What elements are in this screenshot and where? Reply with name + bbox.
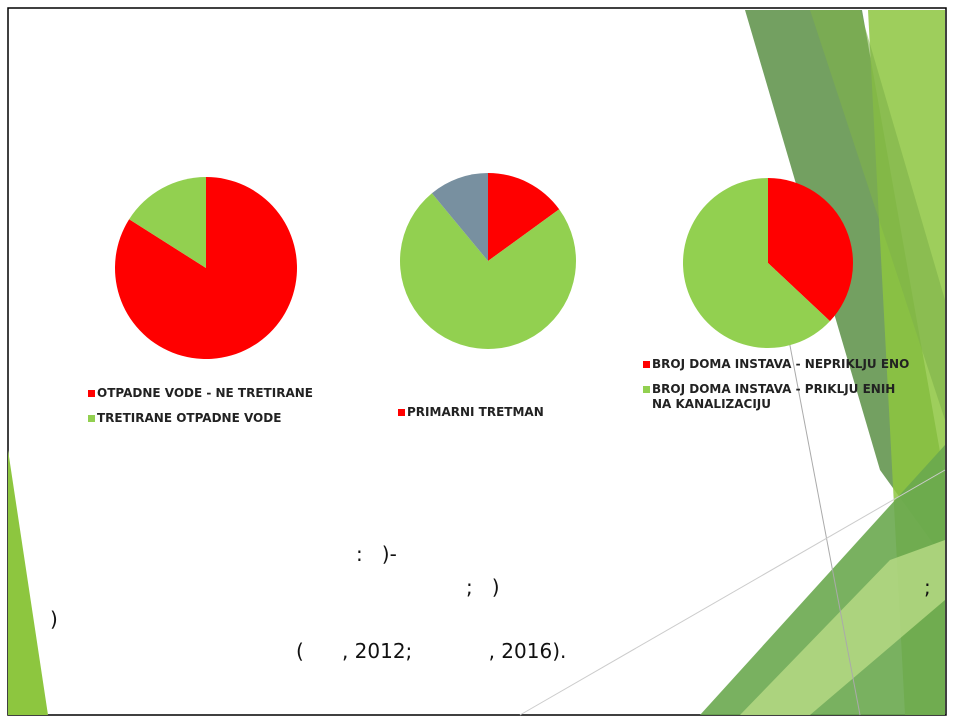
legend-item: TRETIRANE OTPADNE VODE — [88, 411, 318, 426]
body-text: ) — [50, 607, 58, 631]
legend-swatch — [398, 409, 405, 416]
legend-label: TRETIRANE OTPADNE VODE — [97, 411, 281, 426]
legend-swatch — [88, 390, 95, 397]
legend-label: BROJ DOMA INSTAVA - PRIKLJU ENIH NA KANA… — [652, 382, 913, 412]
legend-swatch — [88, 415, 95, 422]
legend-label: BROJ DOMA INSTAVA - NEPRIKLJU ENO — [652, 357, 909, 372]
slide: (() => { const data = JSON.parse(documen… — [0, 0, 954, 721]
legend-item: PRIMARNI TRETMAN — [398, 405, 618, 420]
legend-item: OTPADNE VODE - NE TRETIRANE — [88, 386, 318, 401]
legend: BROJ DOMA INSTAVA - NEPRIKLJU ENO BROJ DO… — [643, 357, 913, 422]
legend: PRIMARNI TRETMAN — [398, 405, 618, 430]
body-text: : )- — [356, 542, 397, 566]
legend-item: BROJ DOMA INSTAVA - NEPRIKLJU ENO — [643, 357, 913, 372]
body-text: ; ) — [466, 575, 500, 599]
legend-label: PRIMARNI TRETMAN — [407, 405, 544, 420]
body-text: ( , 2012; , 2016). — [296, 639, 566, 663]
legend-item: BROJ DOMA INSTAVA - PRIKLJU ENIH NA KANA… — [643, 382, 913, 412]
body-text: ; — [924, 575, 931, 599]
legend: OTPADNE VODE - NE TRETIRANE TRETIRANE OTP… — [88, 386, 318, 436]
legend-swatch — [643, 361, 650, 368]
legend-swatch — [643, 386, 650, 393]
legend-label: OTPADNE VODE - NE TRETIRANE — [97, 386, 313, 401]
